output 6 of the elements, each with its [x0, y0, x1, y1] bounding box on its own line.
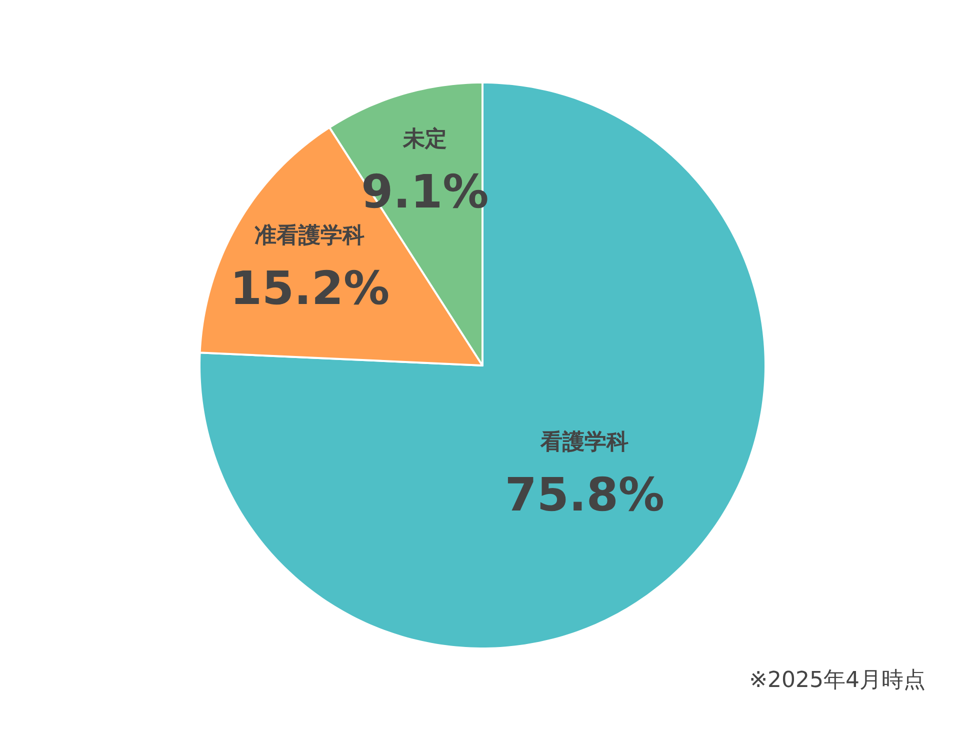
slice-label: 未定: [402, 126, 447, 152]
text: ※2025年4月時点: [749, 668, 926, 693]
slice-label: 看護学科: [540, 430, 629, 455]
data-label: 15.2%: [230, 261, 390, 315]
slice-label: 准看護学科: [254, 224, 365, 248]
data-label: 75.8%: [504, 467, 665, 522]
